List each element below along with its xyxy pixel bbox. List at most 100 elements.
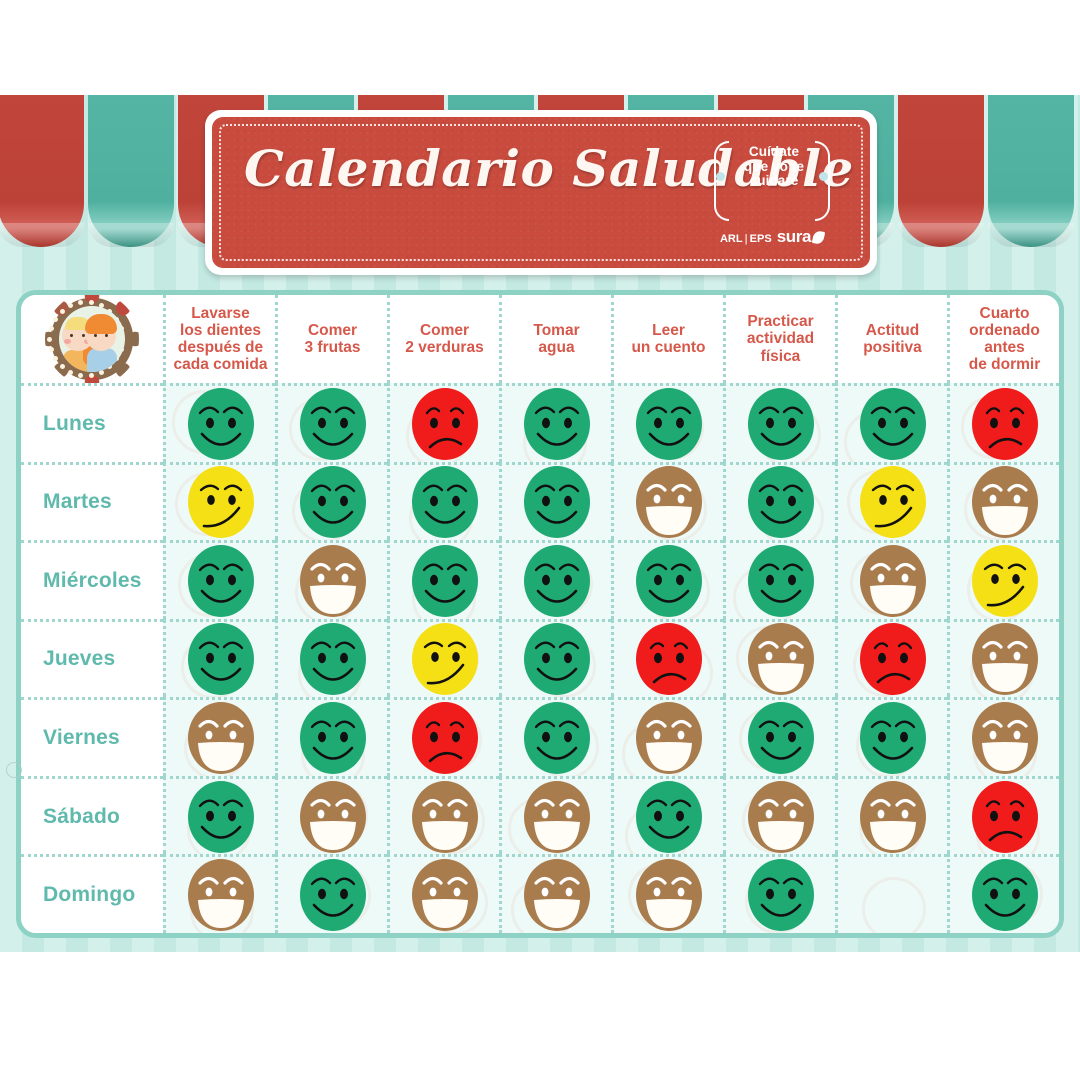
mark-cell-r5-c8[interactable] [947, 697, 1059, 786]
smiley-green-icon[interactable] [632, 387, 706, 461]
smiley-yellow-icon[interactable] [184, 465, 258, 539]
mark-cell-r3-c7[interactable] [835, 540, 947, 619]
mark-cell-r5-c3[interactable] [387, 697, 499, 776]
mark-cell-r3-c8[interactable] [947, 540, 1059, 623]
smiley-brown-icon[interactable] [296, 780, 370, 854]
mark-cell-r6-c6[interactable] [723, 775, 835, 855]
smiley-red-icon[interactable] [632, 622, 706, 696]
smiley-brown-icon[interactable] [744, 780, 818, 854]
mark-cell-r1-c4[interactable] [499, 383, 611, 475]
mark-cell-r1-c6[interactable] [723, 383, 835, 467]
mark-cell-r5-c1[interactable] [163, 697, 275, 781]
smiley-green-icon[interactable] [296, 387, 370, 461]
smiley-green-icon[interactable] [296, 465, 370, 539]
mark-cell-r7-c2[interactable] [275, 854, 387, 933]
mark-cell-r4-c1[interactable] [163, 618, 275, 699]
mark-cell-r3-c5[interactable] [611, 540, 723, 624]
smiley-red-icon[interactable] [856, 622, 930, 696]
smiley-green-icon[interactable] [520, 544, 594, 618]
smiley-brown-icon[interactable] [968, 465, 1042, 539]
smiley-brown-icon[interactable] [184, 701, 258, 775]
mark-cell-r2-c4[interactable] [499, 461, 611, 541]
mark-cell-r1-c2[interactable] [275, 383, 387, 462]
mark-cell-r2-c8[interactable] [947, 461, 1059, 541]
mark-cell-r2-c1[interactable] [163, 461, 275, 541]
smiley-green-icon[interactable] [744, 387, 818, 461]
mark-cell-r2-c7[interactable] [835, 461, 947, 541]
mark-cell-r7-c8[interactable] [947, 854, 1059, 933]
mark-cell-r6-c3[interactable] [387, 775, 499, 855]
mark-cell-r1-c1[interactable] [163, 383, 275, 462]
mark-cell-r2-c6[interactable] [723, 461, 835, 549]
mark-cell-r2-c5[interactable] [611, 461, 723, 542]
smiley-green-icon[interactable] [744, 465, 818, 539]
mark-cell-r1-c5[interactable] [611, 383, 723, 462]
mark-cell-r4-c3[interactable] [387, 618, 499, 698]
smiley-brown-icon[interactable] [520, 780, 594, 854]
mark-cell-r4-c2[interactable] [275, 618, 387, 706]
mark-cell-r1-c3[interactable] [387, 383, 499, 468]
mark-cell-r2-c3[interactable] [387, 461, 499, 550]
mark-cell-r7-c1[interactable] [163, 854, 275, 933]
smiley-brown-icon[interactable] [632, 701, 706, 775]
smiley-green-icon[interactable] [408, 544, 482, 618]
mark-cell-r5-c7[interactable] [835, 697, 947, 779]
smiley-yellow-icon[interactable] [408, 622, 482, 696]
smiley-red-icon[interactable] [968, 387, 1042, 461]
smiley-red-icon[interactable] [408, 387, 482, 461]
mark-cell-r3-c6[interactable] [723, 540, 835, 631]
mark-cell-r5-c4[interactable] [499, 697, 611, 780]
mark-cell-r6-c4[interactable] [499, 775, 611, 861]
smiley-green-icon[interactable] [632, 780, 706, 854]
smiley-green-icon[interactable] [296, 858, 370, 932]
smiley-green-icon[interactable] [520, 622, 594, 696]
smiley-green-icon[interactable] [184, 622, 258, 696]
mark-cell-r1-c8[interactable] [947, 383, 1059, 462]
mark-cell-r4-c4[interactable] [499, 618, 611, 698]
smiley-green-icon[interactable] [968, 858, 1042, 932]
smiley-brown-icon[interactable] [856, 780, 930, 854]
mark-cell-r3-c4[interactable] [499, 540, 611, 619]
smiley-green-icon[interactable] [632, 544, 706, 618]
smiley-red-icon[interactable] [408, 701, 482, 775]
mark-cell-r7-c5[interactable] [611, 854, 723, 933]
mark-cell-r4-c6[interactable] [723, 618, 835, 698]
smiley-green-icon[interactable] [856, 701, 930, 775]
mark-cell-r7-c4[interactable] [499, 854, 611, 933]
smiley-green-icon[interactable] [184, 780, 258, 854]
mark-cell-r4-c7[interactable] [835, 618, 947, 698]
mark-cell-r5-c5[interactable] [611, 697, 723, 787]
mark-cell-r1-c7[interactable] [835, 383, 947, 474]
smiley-brown-icon[interactable] [968, 622, 1042, 696]
mark-cell-r6-c8[interactable] [947, 775, 1059, 867]
smiley-green-icon[interactable] [744, 701, 818, 775]
smiley-green-icon[interactable] [184, 544, 258, 618]
smiley-yellow-icon[interactable] [968, 544, 1042, 618]
smiley-green-icon[interactable] [520, 701, 594, 775]
mark-cell-r5-c6[interactable] [723, 697, 835, 776]
smiley-red-icon[interactable] [968, 780, 1042, 854]
smiley-brown-icon[interactable] [520, 858, 594, 932]
mark-cell-r6-c7[interactable] [835, 775, 947, 860]
smiley-brown-icon[interactable] [744, 622, 818, 696]
smiley-brown-icon[interactable] [408, 780, 482, 854]
mark-cell-r3-c3[interactable] [387, 540, 499, 632]
smiley-brown-icon[interactable] [632, 858, 706, 932]
smiley-green-icon[interactable] [744, 858, 818, 932]
smiley-green-icon[interactable] [296, 701, 370, 775]
smiley-green-icon[interactable] [520, 387, 594, 461]
smiley-green-icon[interactable] [296, 622, 370, 696]
mark-cell-r2-c2[interactable] [275, 461, 387, 543]
mark-cell-r6-c2[interactable] [275, 775, 387, 855]
mark-cell-r7-c3[interactable] [387, 854, 499, 933]
smiley-green-icon[interactable] [856, 387, 930, 461]
smiley-brown-icon[interactable] [184, 858, 258, 932]
mark-cell-r6-c1[interactable] [163, 775, 275, 862]
smiley-brown-icon[interactable] [408, 858, 482, 932]
mark-cell-r4-c5[interactable] [611, 618, 723, 705]
smiley-brown-icon[interactable] [968, 701, 1042, 775]
smiley-green-icon[interactable] [744, 544, 818, 618]
mark-cell-r3-c1[interactable] [163, 540, 275, 619]
smiley-brown-icon[interactable] [632, 465, 706, 539]
mark-cell-r6-c5[interactable] [611, 775, 723, 868]
